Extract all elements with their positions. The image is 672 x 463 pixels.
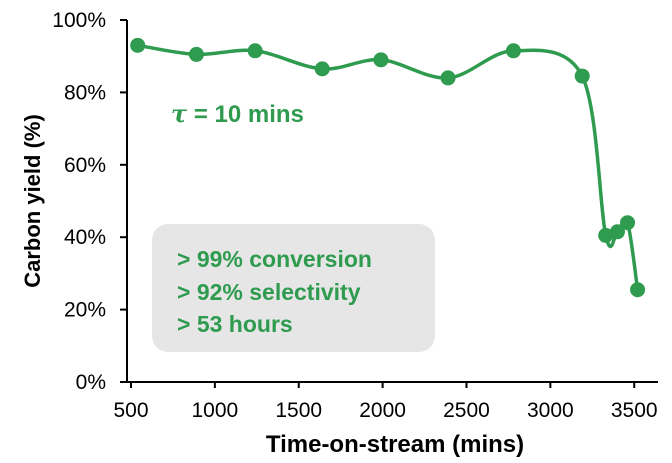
y-tick-label: 100% xyxy=(52,9,106,32)
y-tick-label: 20% xyxy=(64,299,106,322)
x-tick-label: 3500 xyxy=(611,399,658,422)
y-tick-label: 60% xyxy=(64,154,106,177)
y-tick-label: 0% xyxy=(76,371,106,394)
y-axis-label: Carbon yield (%) xyxy=(20,114,45,288)
x-tick-label: 500 xyxy=(113,399,148,422)
series-layer xyxy=(130,37,646,298)
tau-symbol: τ xyxy=(171,99,188,128)
data-point xyxy=(130,37,146,53)
y-tick-label: 40% xyxy=(64,226,106,249)
data-point xyxy=(574,68,590,84)
x-tick-label: 1000 xyxy=(192,399,239,422)
data-point xyxy=(247,43,263,59)
data-point xyxy=(609,224,625,240)
data-point xyxy=(620,215,636,231)
summary-box xyxy=(152,224,435,352)
data-point xyxy=(505,43,521,59)
data-point xyxy=(188,46,204,62)
x-tick-label: 2500 xyxy=(443,399,490,422)
y-ticks: 0% 20% 40% 60% 80% 100% xyxy=(52,9,127,394)
box-line-duration: > 53 hours xyxy=(177,311,293,337)
box-line-conversion: > 99% conversion xyxy=(177,246,372,272)
x-tick-label: 1500 xyxy=(275,399,322,422)
data-point xyxy=(598,227,614,243)
tau-annotation: τ = 10 mins xyxy=(171,99,304,128)
data-point xyxy=(373,52,389,68)
x-axis-label: Time-on-stream (mins) xyxy=(266,431,524,458)
x-tick-label: 3000 xyxy=(527,399,574,422)
x-tick-label: 2000 xyxy=(359,399,406,422)
data-point xyxy=(440,70,456,86)
x-ticks: 500 1000 1500 2000 2500 3000 3500 xyxy=(113,382,658,422)
data-point xyxy=(314,61,330,77)
y-tick-label: 80% xyxy=(64,81,106,104)
box-line-selectivity: > 92% selectivity xyxy=(177,279,361,305)
tau-value-text: = 10 mins xyxy=(187,101,304,128)
data-point xyxy=(630,282,646,298)
